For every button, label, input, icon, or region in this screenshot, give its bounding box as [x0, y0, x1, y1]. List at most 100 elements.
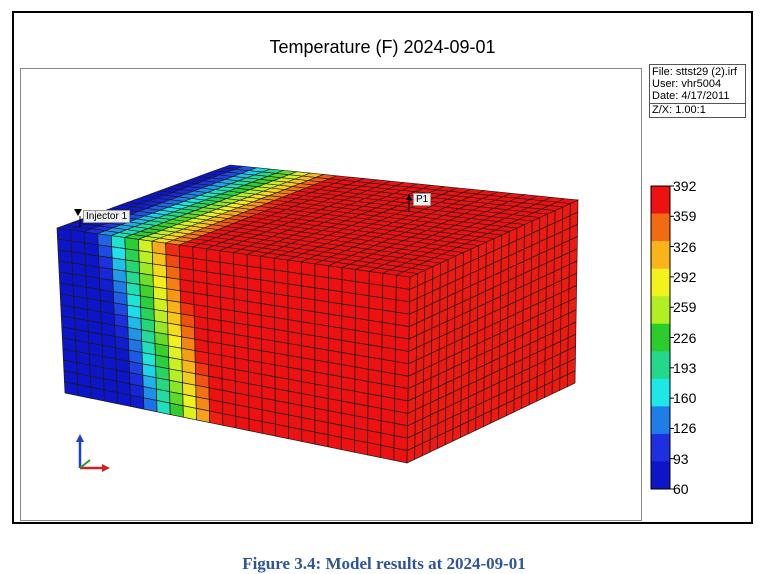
front-face-cell [314, 263, 329, 279]
legend-color-band [651, 433, 670, 462]
legend-tick-label: 326 [673, 238, 697, 255]
front-face-cell [328, 265, 343, 281]
front-face-cell [381, 309, 397, 325]
front-face-cell [90, 386, 105, 402]
front-face-cell [205, 248, 221, 263]
front-face-cell [395, 274, 411, 290]
front-face-cell [380, 444, 395, 461]
front-face-cell [395, 311, 410, 328]
legend-color-band [651, 378, 670, 407]
front-face-cell [328, 277, 343, 293]
front-face-cell [393, 447, 408, 464]
front-face-cell [354, 305, 370, 321]
front-face-cell [219, 250, 235, 265]
front-face-cell [222, 413, 237, 429]
x-axis-arrow-icon [102, 464, 110, 472]
front-face-cell [288, 426, 303, 442]
figure-caption: Figure 3.4: Model results at 2024-09-01 [242, 554, 526, 573]
front-face-cell [143, 397, 158, 413]
front-face-cell [355, 281, 370, 297]
front-face-cell [368, 295, 383, 311]
front-face-cell [314, 431, 329, 448]
front-face-cell [314, 275, 329, 291]
legend-color-band [651, 323, 670, 352]
front-face-cell [273, 269, 289, 285]
front-face-cell [287, 259, 302, 275]
front-face-cell [382, 285, 397, 301]
front-face-cell [260, 255, 275, 271]
front-face-cell [301, 261, 316, 277]
legend-color-band [651, 406, 670, 435]
front-face-cell [341, 279, 356, 295]
front-face-cell [248, 418, 263, 434]
legend-tick-label: 392 [673, 178, 697, 194]
front-face-cell [156, 400, 171, 415]
legend-color-band [651, 296, 670, 325]
front-face-cell [367, 442, 382, 459]
front-face-cell [340, 436, 355, 453]
front-face-cell [301, 273, 316, 289]
producer-well-marker [406, 194, 412, 200]
file-info-box: File: sttst29 (2).irf User: vhr5004 Date… [649, 64, 746, 118]
info-user: User: vhr5004 [652, 78, 722, 90]
front-face-cell [261, 421, 276, 437]
front-face-cell [103, 389, 118, 405]
injector-well-label: Injector 1 [83, 210, 131, 223]
front-face-cell [260, 267, 275, 283]
legend-tick-label: 160 [673, 390, 697, 407]
front-face-cell [301, 285, 316, 301]
info-file: File: sttst29 (2).irf [652, 66, 737, 78]
z-axis-arrow-icon [76, 434, 84, 442]
front-face-cell [355, 293, 370, 309]
front-face-cell [314, 287, 329, 303]
legend-tick-label: 259 [673, 299, 697, 316]
front-face-cell [287, 271, 302, 287]
legend-color-band [651, 461, 670, 490]
front-face-cell [327, 434, 342, 450]
front-face-cell [382, 297, 397, 313]
legend-color-band [651, 268, 670, 297]
top-face-cell [555, 198, 580, 204]
front-face-cell [246, 253, 262, 269]
front-face-cell [368, 270, 384, 286]
front-face-cell [341, 291, 356, 307]
legend-color-band [651, 241, 670, 270]
front-face-cell [182, 405, 197, 421]
front-face-cell [233, 252, 248, 267]
producer-well-label: P1 [413, 193, 432, 206]
legend-tick-label: 226 [673, 329, 697, 346]
front-face-cell [301, 429, 316, 445]
front-face-cell [195, 407, 211, 424]
front-face-cell [275, 423, 289, 440]
legend-tick-label: 60 [673, 481, 689, 497]
front-face-cell [116, 392, 132, 407]
front-face-cell [354, 439, 369, 456]
plot-title: Temperature (F) 2024-09-01 [269, 37, 496, 57]
info-date: Date: 4/17/2011 [652, 90, 730, 102]
legend-color-band [651, 351, 670, 380]
y-axis-icon [79, 459, 91, 469]
front-face-cell [395, 287, 411, 303]
front-face-cell [64, 381, 79, 397]
front-face-cell [209, 410, 224, 426]
injector-well-marker [74, 209, 82, 216]
front-face-cell [368, 307, 383, 323]
front-face-cell [273, 257, 289, 273]
front-face-cell [382, 272, 397, 288]
legend-color-band [651, 186, 670, 215]
legend-tick-label: 93 [673, 450, 689, 467]
front-face-cell [130, 394, 145, 410]
front-face-cell [355, 269, 370, 284]
legend-tick-label: 126 [673, 420, 697, 437]
right-face-cell [567, 370, 576, 388]
legend-tick-label: 193 [673, 359, 697, 376]
legend-tick-label: 292 [673, 268, 697, 285]
front-face-cell [77, 384, 92, 399]
front-face-cell [368, 283, 384, 299]
legend-tick-label: 359 [673, 208, 697, 225]
legend-color-band [651, 213, 670, 242]
front-face-cell [341, 267, 357, 283]
front-face-cell [235, 415, 250, 432]
front-face-cell [328, 289, 343, 305]
